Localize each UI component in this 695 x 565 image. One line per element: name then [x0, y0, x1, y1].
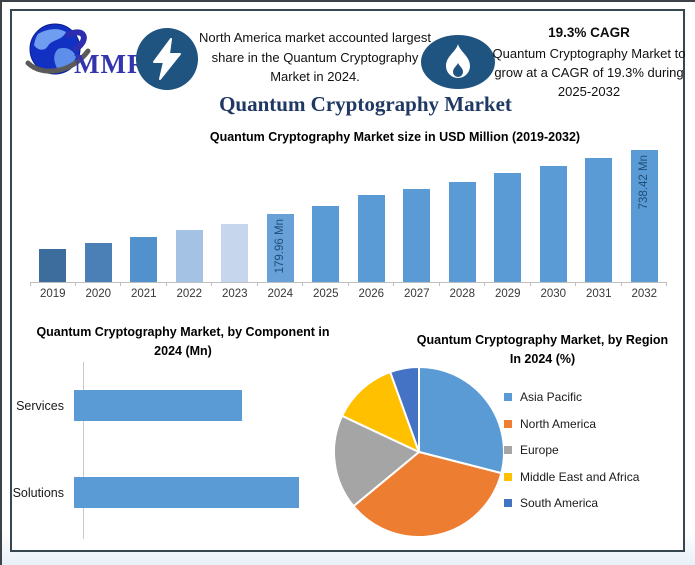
year-label: 2025	[312, 288, 339, 300]
infographic-panel: MMR North America market accounted large…	[10, 9, 685, 552]
bar-column-2028: 2028	[440, 142, 486, 300]
north-america-note: North America market accounted largest s…	[199, 30, 431, 84]
bar-2031	[585, 158, 613, 282]
bar-2032: 738.42 Mn	[630, 150, 658, 282]
bar-column-2019: 2019	[30, 142, 76, 300]
bar-2028	[448, 182, 476, 282]
legend-item-europe: Europe	[504, 443, 639, 457]
bar-2019	[39, 249, 67, 282]
component-plot-area: Services Solutions	[12, 390, 299, 564]
component-row-solutions: Solutions	[12, 477, 299, 508]
year-label: 2030	[540, 288, 567, 300]
bar-2023	[221, 224, 249, 282]
component-y-axis-line	[83, 362, 84, 539]
cagr-note: Quantum Cryptography Market to grow at a…	[492, 46, 686, 99]
pie-slice-south-america	[389, 366, 420, 453]
component-chart-title: Quantum Cryptography Market, by Componen…	[36, 325, 330, 358]
legend-label: North America	[520, 416, 597, 431]
legend-swatch	[504, 499, 512, 507]
flame-icon	[421, 35, 495, 89]
legend-label: South America	[520, 496, 599, 510]
page-title: Quantum Cryptography Market	[219, 92, 512, 116]
bar-column-2027: 2027	[394, 142, 440, 300]
bar-column-2031: 2031	[576, 142, 622, 300]
bar-column-2026: 2026	[349, 142, 395, 300]
bar-column-2032: 738.42 Mn 2032	[622, 142, 668, 300]
pie-slice-middle-east-and-africa	[341, 371, 420, 453]
year-label: 2023	[221, 288, 248, 300]
bar-column-2021: 2021	[121, 142, 167, 300]
market-size-plot-area: 2019 2020 2021 2022 2023 179.96 Mn 2024 2025 202…	[30, 142, 668, 300]
year-label: 2027	[403, 288, 430, 300]
logo-text: MMR	[74, 49, 148, 79]
bar-2022	[175, 230, 203, 282]
component-bar-solutions	[74, 477, 299, 508]
globe-icon	[25, 23, 91, 75]
component-row-services: Services	[12, 390, 299, 421]
legend-item-asia-pacific: Asia Pacific	[504, 390, 639, 404]
pie-slice-asia-pacific	[418, 366, 505, 475]
bar-column-2029: 2029	[485, 142, 531, 300]
bar-column-2022: 2022	[167, 142, 213, 300]
year-label: 2019	[39, 288, 66, 300]
pie-slice-europe	[333, 414, 420, 508]
bar-column-2023: 2023	[212, 142, 258, 300]
bar-column-2020: 2020	[76, 142, 122, 300]
legend-swatch	[504, 446, 512, 454]
cagr-headline: 19.3% CAGR	[548, 25, 630, 40]
bar-2020	[84, 243, 112, 282]
year-label: 2021	[130, 288, 157, 300]
bar-2025	[312, 206, 340, 282]
pie-slice-north-america	[352, 451, 503, 538]
region-pie	[333, 366, 505, 538]
legend-swatch	[504, 419, 512, 428]
legend-label: Asia Pacific	[520, 390, 583, 404]
bar-value-label: 179.96 Mn	[274, 219, 287, 274]
bar-2027	[403, 189, 431, 282]
bar-2024: 179.96 Mn	[266, 214, 294, 282]
legend-swatch	[504, 472, 512, 481]
year-label: 2029	[494, 288, 521, 300]
market-size-chart-title: Quantum Cryptography Market size in USD …	[209, 130, 581, 144]
year-label: 2024	[267, 288, 294, 300]
legend-item-north-america: North America	[504, 416, 639, 431]
bar-2030	[539, 166, 567, 282]
year-label: 2031	[585, 288, 612, 300]
bar-2026	[357, 195, 385, 282]
bar-column-2025: 2025	[303, 142, 349, 300]
region-chart-title: Quantum Cryptography Market, by Region I…	[416, 333, 669, 366]
bar-2029	[494, 173, 522, 282]
legend-label: Middle East and Africa	[520, 469, 640, 484]
bar-column-2024: 179.96 Mn 2024	[258, 142, 304, 300]
component-label: Services	[16, 398, 64, 413]
cagr-callout: 19.3% CAGR Quantum Cryptography Market t…	[492, 25, 686, 101]
year-label: 2020	[85, 288, 112, 300]
legend-swatch	[504, 393, 512, 401]
legend-item-middle-east-and-africa: Middle East and Africa	[504, 469, 640, 484]
bar-2021	[130, 237, 158, 282]
bar-column-2030: 2030	[531, 142, 577, 300]
region-pie-legend: Asia Pacific North America Europe Middle Ea…	[504, 390, 640, 510]
year-label: 2022	[176, 288, 203, 300]
year-label: 2032	[631, 288, 658, 300]
legend-label: Europe	[520, 443, 559, 457]
component-bar-services	[74, 390, 242, 421]
year-label: 2026	[358, 288, 385, 300]
bar-value-label: 738.42 Mn	[638, 155, 651, 210]
lightning-icon	[136, 28, 198, 90]
component-label: Solutions	[12, 485, 64, 500]
legend-item-south-america: South America	[504, 496, 639, 510]
mmr-logo: MMR	[24, 19, 152, 91]
year-label: 2028	[449, 288, 476, 300]
x-axis-line	[30, 282, 667, 283]
